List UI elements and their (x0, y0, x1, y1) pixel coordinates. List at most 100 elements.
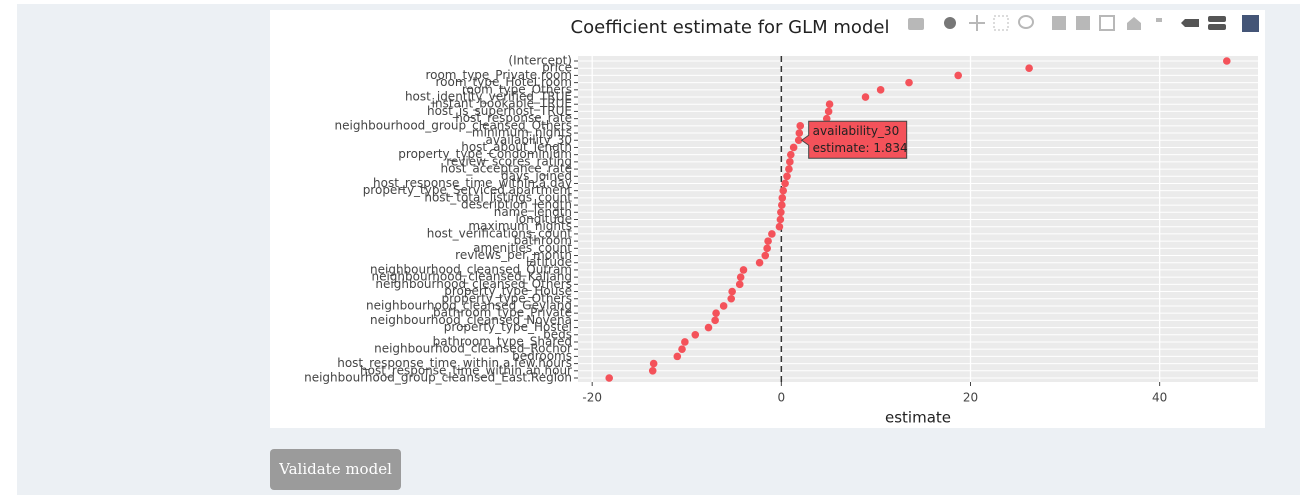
point (775, 222, 784, 231)
y-tick-label: host_identity_verified_TRUE (405, 90, 572, 104)
point (786, 150, 795, 159)
chart-title: Coefficient estimate for GLM model (571, 17, 890, 38)
y-tick-label: property_type_Others (442, 291, 573, 305)
point (681, 338, 689, 346)
point (712, 309, 720, 317)
y-tick-label: longitude (515, 212, 572, 226)
y-tick-label: minimum_nights (472, 126, 572, 140)
point (755, 258, 764, 267)
y-tick-label: maximum_nights (468, 219, 572, 233)
y-tick-label: neighbourhood_cleansed_Kallang (371, 270, 572, 284)
point (761, 251, 770, 260)
y-tick-label: (Intercept) (508, 54, 572, 68)
y-tick-label: host_about_length (461, 140, 572, 154)
y-tick-label: room_type_Private.room (425, 68, 572, 82)
point (711, 316, 719, 325)
spike-icon[interactable] (1156, 18, 1162, 22)
x-tick-label: -20 (582, 391, 602, 405)
point (763, 244, 771, 253)
point (825, 100, 834, 109)
modebar[interactable] (908, 15, 1259, 32)
hover-icon[interactable] (1181, 19, 1199, 27)
y-tick-label: neighbourhood_cleansed_Outram (370, 262, 572, 276)
y-tick-label: bathroom (514, 234, 572, 248)
point (796, 122, 805, 130)
x-tick-label: 20 (963, 391, 978, 405)
y-tick-label: latitude (526, 255, 572, 269)
tooltip-text: estimate: 1.834 (813, 141, 908, 155)
point (704, 323, 713, 332)
y-tick-label: room_type_Hotel.room (436, 75, 573, 89)
y-tick-label: neighbourhood_cleansed_Geylang (366, 298, 572, 312)
point (781, 179, 789, 188)
y-tick-label: neighbourhood_group_cleansed_East.Region (304, 371, 572, 385)
plot-panel: Coefficient estimate for GLM model -20 0 2… (270, 10, 1265, 428)
x-axis-title: estimate (885, 409, 951, 427)
point (678, 345, 686, 353)
autoscale-icon[interactable] (1099, 15, 1115, 31)
point (776, 215, 785, 224)
y-tick-label: host_is_superhost_TRUE (427, 104, 572, 118)
select-icon[interactable] (993, 15, 1009, 31)
validate-button[interactable]: Validate model (270, 449, 401, 490)
point (1025, 64, 1033, 73)
camera-icon[interactable] (908, 18, 924, 30)
point (648, 366, 657, 375)
y-tick-label: host_verifications_count (427, 226, 573, 240)
chart: Coefficient estimate for GLM model -20 0 2… (304, 15, 1259, 427)
y-tick-label: bathroom_type_Shared (433, 334, 572, 348)
point (739, 266, 748, 274)
y-tick-label: days_joined (501, 169, 572, 183)
y-tick-label: instant_bookable_TRUE (432, 97, 572, 111)
point (764, 237, 772, 245)
y-tick-label: neighbourhood_cleansed_Others (375, 277, 572, 291)
point (824, 107, 833, 116)
y-tick-label: host_total_listings_count (424, 190, 572, 204)
point (691, 330, 700, 339)
y-tick-label: bathroom_type_Private (433, 306, 572, 320)
zoom-icon[interactable] (944, 17, 956, 29)
x-tick-label: 40 (1152, 391, 1167, 405)
point (789, 143, 798, 152)
lasso-icon[interactable] (1018, 15, 1034, 29)
y-tick-label: property_type_Serviced.apartment (363, 183, 573, 197)
y-tick-label: availability_30 (485, 133, 572, 147)
point (785, 165, 793, 173)
y-tick-label: neighbourhood_group_cleansed_Others (335, 118, 572, 132)
pan-icon[interactable] (969, 15, 985, 31)
point (779, 186, 788, 195)
y-tick-label: property_type_Hostel (444, 320, 572, 334)
point (736, 273, 745, 281)
point (735, 280, 744, 289)
y-tick-label: host_response_time_within.a.day (373, 176, 572, 190)
point (778, 201, 786, 209)
point (795, 129, 804, 137)
point (768, 230, 776, 238)
compare-icon-b[interactable] (1208, 24, 1226, 30)
point (905, 78, 913, 87)
y-tick-label: neighbourhood_cleansed_Novena (370, 313, 572, 327)
y-tick-label: host_response_time_within.a.few.hours (337, 356, 572, 370)
point (954, 71, 962, 80)
compare-icon[interactable] (1208, 16, 1226, 22)
y-tick-label: reviews_per_month (455, 248, 572, 262)
point (1222, 57, 1231, 65)
tooltip-label: availability_30 (813, 124, 900, 138)
point (777, 208, 785, 217)
point (673, 352, 682, 361)
point (605, 374, 614, 382)
y-tick-label: beds (543, 327, 572, 341)
y-tick-label: property_type_House (444, 284, 572, 298)
y-tick-label: price (542, 61, 572, 75)
zoom-in-icon[interactable] (1052, 16, 1066, 30)
home-icon[interactable] (1127, 17, 1141, 30)
y-tick-label: host_response_rate (455, 111, 572, 125)
point (727, 294, 736, 303)
point (728, 287, 736, 296)
zoom-out-icon[interactable] (1076, 16, 1090, 30)
point (783, 172, 791, 181)
tooltip-box (800, 120, 908, 159)
point (794, 136, 803, 145)
plotly-logo[interactable] (1242, 15, 1259, 32)
